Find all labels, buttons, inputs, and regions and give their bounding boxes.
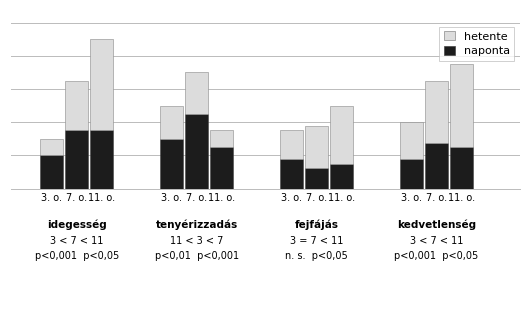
- Text: 3 = 7 < 11: 3 = 7 < 11: [290, 236, 343, 246]
- Bar: [425, 81, 448, 143]
- Bar: [40, 155, 63, 188]
- Legend: hetente, naponta: hetente, naponta: [439, 27, 514, 61]
- Text: p<0,001  p<0,05: p<0,001 p<0,05: [35, 251, 119, 261]
- Bar: [160, 106, 183, 139]
- Bar: [185, 114, 208, 188]
- Text: fejfájás: fejfájás: [295, 219, 339, 229]
- Text: 3 < 7 < 11: 3 < 7 < 11: [50, 236, 103, 246]
- Bar: [90, 131, 113, 188]
- Bar: [425, 143, 448, 188]
- Bar: [90, 39, 113, 131]
- Bar: [40, 139, 63, 155]
- Bar: [400, 160, 423, 188]
- Bar: [305, 126, 328, 168]
- Text: 11 < 3 < 7: 11 < 3 < 7: [170, 236, 223, 246]
- Text: 3 < 7 < 11: 3 < 7 < 11: [410, 236, 463, 246]
- Bar: [450, 147, 473, 188]
- Bar: [450, 64, 473, 147]
- Text: p<0,001  p<0,05: p<0,001 p<0,05: [394, 251, 478, 261]
- Bar: [280, 131, 303, 160]
- Text: tenyérizzadás: tenyérizzadás: [155, 219, 238, 229]
- Bar: [280, 160, 303, 188]
- Text: kedvetlenség: kedvetlenség: [397, 219, 476, 229]
- Bar: [185, 72, 208, 114]
- Bar: [305, 168, 328, 188]
- Bar: [160, 139, 183, 188]
- Text: p<0,01  p<0,001: p<0,01 p<0,001: [154, 251, 239, 261]
- Bar: [65, 131, 88, 188]
- Bar: [211, 131, 233, 147]
- Bar: [330, 163, 353, 188]
- Bar: [211, 147, 233, 188]
- Text: n. s.  p<0,05: n. s. p<0,05: [285, 251, 348, 261]
- Bar: [330, 106, 353, 163]
- Bar: [65, 81, 88, 131]
- Text: idegesség: idegesség: [47, 219, 107, 229]
- Bar: [400, 122, 423, 160]
